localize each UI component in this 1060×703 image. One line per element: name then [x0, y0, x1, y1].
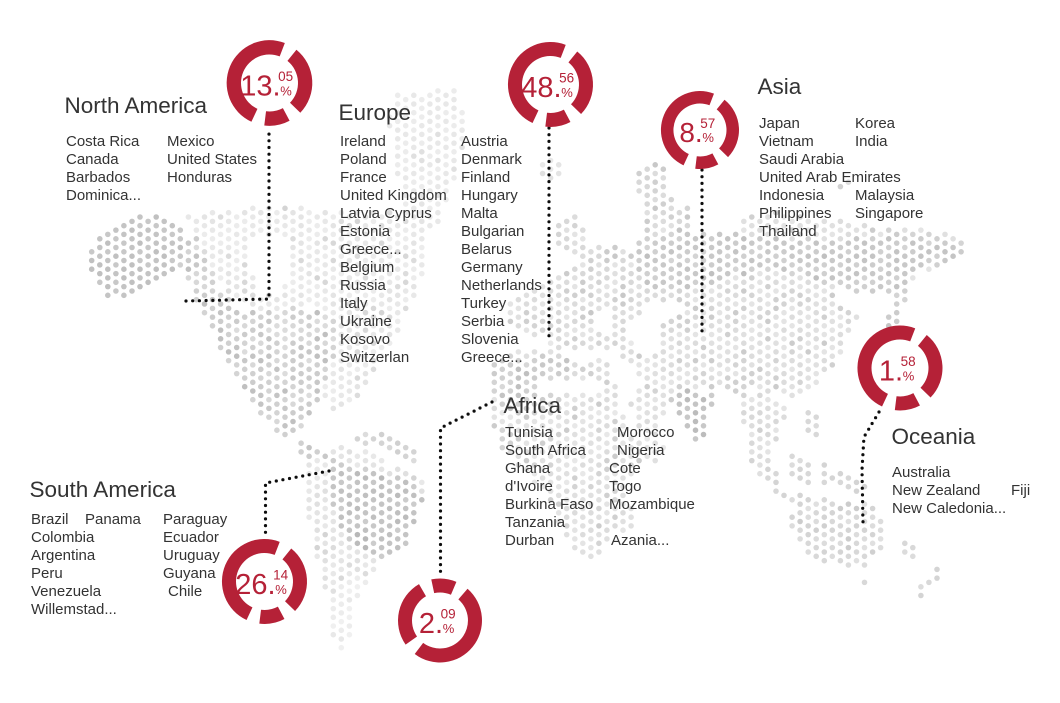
svg-text:Venezuela: Venezuela [31, 583, 102, 600]
svg-text:Latvia Cyprus: Latvia Cyprus [340, 205, 432, 222]
svg-text:Willemstad...: Willemstad... [31, 601, 117, 618]
svg-text:09: 09 [441, 606, 456, 621]
svg-text:Greece...: Greece... [461, 349, 523, 366]
svg-text:Fiji: Fiji [1011, 482, 1030, 499]
svg-text:United Kingdom: United Kingdom [340, 187, 447, 204]
svg-text:8.: 8. [679, 117, 702, 148]
svg-text:57: 57 [700, 116, 715, 131]
svg-text:d'Ivoire: d'Ivoire [505, 478, 553, 495]
svg-text:%: % [443, 621, 455, 636]
svg-text:Kosovo: Kosovo [340, 331, 390, 348]
svg-text:58: 58 [901, 354, 916, 369]
svg-text:05: 05 [278, 69, 293, 84]
svg-text:Chile: Chile [168, 583, 202, 600]
svg-text:Tunisia: Tunisia [505, 424, 553, 441]
svg-text:Austria: Austria [461, 133, 508, 150]
svg-text:Saudi Arabia: Saudi Arabia [759, 151, 845, 168]
svg-text:Asia: Asia [758, 74, 802, 99]
svg-text:Serbia: Serbia [461, 313, 505, 330]
svg-text:Switzerlan: Switzerlan [340, 349, 409, 366]
svg-text:Ukraine: Ukraine [340, 313, 392, 330]
svg-text:Turkey: Turkey [461, 295, 507, 312]
svg-text:Singapore: Singapore [855, 205, 923, 222]
svg-text:Belgium: Belgium [340, 259, 394, 276]
svg-text:Vietnam: Vietnam [759, 133, 814, 150]
svg-text:Italy: Italy [340, 295, 368, 312]
svg-text:Paraguay: Paraguay [163, 511, 228, 528]
svg-text:New Caledonia...: New Caledonia... [892, 500, 1006, 517]
svg-text:Mexico: Mexico [167, 133, 215, 150]
svg-text:Guyana: Guyana [163, 565, 216, 582]
svg-text:Honduras: Honduras [167, 169, 232, 186]
svg-text:North America: North America [65, 93, 208, 118]
svg-text:Dominica...: Dominica... [66, 187, 141, 204]
svg-text:Costa Rica: Costa Rica [66, 133, 140, 150]
svg-text:Belarus: Belarus [461, 241, 512, 258]
svg-text:Panama: Panama [85, 511, 142, 528]
svg-text:Thailand: Thailand [759, 223, 817, 240]
svg-text:1.: 1. [879, 356, 903, 388]
svg-text:14: 14 [273, 567, 289, 582]
svg-text:Barbados: Barbados [66, 169, 130, 186]
svg-text:United Arab Emirates: United Arab Emirates [759, 169, 901, 186]
svg-text:56: 56 [559, 70, 574, 85]
svg-text:Finland: Finland [461, 169, 510, 186]
svg-text:Tanzania: Tanzania [505, 514, 566, 531]
svg-text:26.: 26. [235, 569, 275, 601]
svg-text:Nigeria: Nigeria [617, 442, 665, 459]
svg-text:%: % [280, 84, 292, 99]
svg-text:Estonia: Estonia [340, 223, 391, 240]
svg-text:Poland: Poland [340, 151, 387, 168]
svg-text:Germany: Germany [461, 259, 523, 276]
svg-text:Malaysia: Malaysia [855, 187, 915, 204]
svg-text:Greece...: Greece... [340, 241, 402, 258]
svg-text:United States: United States [167, 151, 257, 168]
svg-text:Russia: Russia [340, 277, 387, 294]
svg-text:13.: 13. [240, 71, 280, 103]
svg-text:Togo: Togo [609, 478, 642, 495]
svg-text:48.: 48. [521, 72, 561, 104]
svg-text:%: % [903, 369, 915, 384]
svg-text:%: % [702, 130, 714, 145]
svg-text:Indonesia: Indonesia [759, 187, 825, 204]
svg-text:South America: South America [30, 477, 177, 502]
svg-text:Ireland: Ireland [340, 133, 386, 150]
svg-text:India: India [855, 133, 888, 150]
svg-text:Morocco: Morocco [617, 424, 675, 441]
svg-text:Japan: Japan [759, 115, 800, 132]
svg-text:Africa: Africa [504, 393, 562, 418]
svg-text:%: % [275, 582, 287, 597]
svg-text:Bulgarian: Bulgarian [461, 223, 524, 240]
svg-text:Europe: Europe [339, 100, 412, 125]
svg-text:Durban: Durban [505, 532, 554, 549]
svg-text:Hungary: Hungary [461, 187, 518, 204]
svg-text:Australia: Australia [892, 464, 951, 481]
svg-text:Colombia: Colombia [31, 529, 95, 546]
svg-text:2.: 2. [419, 608, 443, 640]
svg-text:%: % [561, 85, 573, 100]
svg-text:Uruguay: Uruguay [163, 547, 220, 564]
svg-text:Canada: Canada [66, 151, 119, 168]
svg-text:Netherlands: Netherlands [461, 277, 542, 294]
svg-text:Brazil: Brazil [31, 511, 69, 528]
svg-text:Slovenia: Slovenia [461, 331, 519, 348]
svg-text:France: France [340, 169, 387, 186]
svg-text:Burkina Faso: Burkina Faso [505, 496, 593, 513]
svg-text:Malta: Malta [461, 205, 498, 222]
svg-text:Korea: Korea [855, 115, 896, 132]
svg-text:New Zealand: New Zealand [892, 482, 980, 499]
svg-text:Denmark: Denmark [461, 151, 522, 168]
svg-text:Philippines: Philippines [759, 205, 832, 222]
svg-text:Mozambique: Mozambique [609, 496, 695, 513]
svg-text:Argentina: Argentina [31, 547, 96, 564]
svg-text:Azania...: Azania... [611, 532, 669, 549]
svg-text:South Africa: South Africa [505, 442, 587, 459]
svg-text:Cote: Cote [609, 460, 641, 477]
svg-text:Peru: Peru [31, 565, 63, 582]
svg-text:Ecuador: Ecuador [163, 529, 219, 546]
svg-text:Oceania: Oceania [892, 424, 976, 449]
svg-text:Ghana: Ghana [505, 460, 551, 477]
